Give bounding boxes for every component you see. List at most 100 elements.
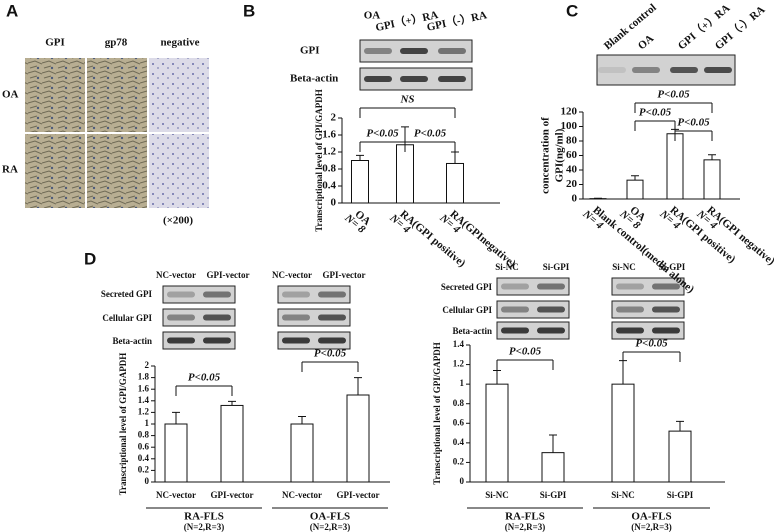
blot-band (501, 306, 529, 313)
x-tick-label: NC-vector (156, 490, 196, 500)
x-tick-label: Si-GPI (667, 490, 694, 500)
blot-band (537, 306, 565, 313)
bar (668, 430, 692, 483)
panel-label: C (566, 1, 578, 20)
lane-label: Si-GPI (543, 262, 570, 272)
y-tick-label: 0.2 (138, 464, 150, 474)
blot-band (282, 337, 310, 344)
error-bar (451, 151, 459, 164)
y-tick-label: 0 (145, 476, 150, 486)
y-tick-label: 20 (566, 178, 578, 190)
panel-label: D (84, 249, 96, 268)
y-tick-label: 1.2 (322, 146, 336, 158)
lane-label: Si-NC (495, 262, 519, 272)
group-label: RA-FLS (505, 511, 545, 523)
significance-label: NS (399, 94, 414, 106)
micrograph (87, 58, 147, 132)
significance-label: P<0.05 (639, 107, 672, 119)
blot-band (616, 327, 644, 334)
x-tick-label: RA(GPI negative) (704, 204, 777, 268)
significance-label: P<0.05 (314, 348, 347, 360)
blot-label: Beta-actin (453, 326, 493, 336)
significance-label: P<0.05 (509, 346, 542, 358)
lane-label: OA (636, 32, 656, 52)
lane-label: Si-GPI (659, 262, 686, 272)
blot-band (537, 327, 565, 334)
y-tick-label: 2 (331, 112, 337, 124)
y-tick-label: 0.4 (453, 437, 465, 447)
significance-label: P<0.05 (635, 338, 668, 350)
x-tick-label: NC-vector (282, 490, 322, 500)
blot-band (501, 327, 529, 334)
blot (277, 285, 351, 304)
blot (162, 308, 236, 327)
bar (666, 133, 684, 200)
y-tick-label: 80 (566, 135, 578, 147)
blot-band (203, 314, 231, 321)
y-tick-label: 0 (572, 193, 578, 205)
blot (611, 277, 685, 296)
y-tick-label: 0.4 (322, 180, 336, 192)
panel-label: A (6, 1, 18, 20)
blot (496, 300, 570, 319)
row-label: OA (2, 89, 19, 101)
bar (351, 160, 369, 204)
bar (626, 179, 644, 200)
error-bar (493, 369, 501, 385)
blot (611, 300, 685, 319)
y-tick-label: 1.2 (453, 359, 465, 369)
y-tick-label: 1.2 (138, 406, 150, 416)
bar (541, 452, 565, 483)
y-tick-label: 1.4 (138, 395, 150, 405)
y-tick-label: 1.4 (453, 339, 465, 349)
bar (290, 423, 314, 483)
error-bar (228, 400, 236, 406)
bar (220, 404, 244, 483)
error-bar (356, 154, 364, 161)
lane-label: GPI-vector (323, 270, 366, 280)
blot-band (632, 67, 660, 73)
y-tick-label: 1.6 (322, 129, 336, 141)
group-label: RA-FLS (184, 511, 224, 523)
significance-label: P<0.05 (414, 128, 447, 140)
blot-label: GPI (300, 45, 320, 57)
blot-band (167, 291, 195, 298)
y-tick-label: 0.4 (138, 453, 150, 463)
lane-label: NC-vector (156, 270, 196, 280)
blot-band (598, 67, 626, 73)
significance-label: P<0.05 (657, 89, 690, 101)
x-tick-label: Si-GPI (540, 490, 567, 500)
error-bar (631, 175, 639, 181)
blot-band (400, 76, 428, 82)
y-tick-label: 1 (460, 378, 465, 388)
blot-label: Cellular GPI (442, 305, 492, 315)
x-tick-label: Si-NC (485, 490, 509, 500)
blot-band (438, 48, 466, 54)
error-bar (354, 377, 362, 395)
blot-label: Secreted GPI (101, 289, 153, 299)
column-label: GPI (45, 37, 65, 49)
blot-band (203, 291, 231, 298)
x-tick-label: Si-NC (611, 490, 635, 500)
blot-band (282, 314, 310, 321)
y-tick-label: 1.6 (138, 383, 150, 393)
micrograph (149, 134, 209, 208)
lane-label: NC-vector (272, 270, 312, 280)
lane-label: Si-NC (612, 262, 636, 272)
bar (611, 383, 635, 483)
micrograph (25, 58, 85, 132)
column-label: negative (160, 37, 199, 49)
significance-label: P<0.05 (366, 128, 399, 140)
blot (496, 321, 570, 340)
blot-band (167, 314, 195, 321)
blot-band (670, 67, 698, 73)
error-bar (172, 411, 180, 424)
blot-label: Cellular GPI (102, 313, 152, 323)
blot-band (652, 306, 680, 313)
blot-band (400, 48, 428, 54)
bar (703, 159, 721, 200)
y-tick-label: 0.8 (138, 430, 150, 440)
micrograph (87, 134, 147, 208)
blot-band (318, 337, 346, 344)
